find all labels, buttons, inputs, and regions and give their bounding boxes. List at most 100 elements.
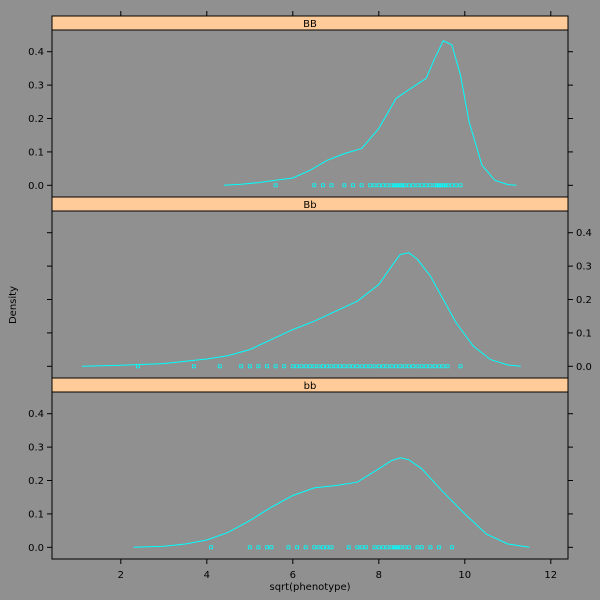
data-point: [437, 183, 441, 188]
data-point: [432, 364, 437, 369]
data-point: [351, 364, 355, 369]
data-point: [419, 364, 424, 369]
data-point: [351, 183, 355, 188]
data-point: [290, 364, 295, 369]
y-tick-label: 0.0: [576, 362, 592, 373]
data-point: [320, 183, 325, 188]
data-point: [402, 364, 407, 369]
data-point: [449, 545, 454, 550]
data-point: [372, 183, 377, 188]
data-point: [385, 545, 390, 550]
x-axis-title: sqrt(phenotype): [269, 582, 350, 593]
data-point: [394, 183, 398, 188]
data-point: [458, 364, 463, 369]
data-point: [239, 364, 244, 369]
data-point: [402, 545, 407, 550]
x-tick-label: 12: [544, 570, 557, 581]
data-point: [368, 183, 373, 188]
data-point: [368, 364, 373, 369]
density-line-bb: [133, 457, 530, 548]
y-tick-label: 0.2: [28, 476, 44, 487]
data-point: [303, 545, 308, 550]
y-tick-label: 0.4: [28, 409, 44, 420]
data-point: [247, 364, 252, 369]
data-point: [428, 545, 433, 550]
data-point: [437, 364, 441, 369]
data-point: [342, 364, 347, 369]
panels: BB 0.0 0.1 0.2 0.3 0.4 Bb 0.0 0.1 0.2 0.3 0.4 bb 0.0 0…: [28, 15, 592, 560]
data-point: [415, 183, 420, 188]
data-point: [282, 364, 287, 369]
y-tick-label: 0.4: [576, 228, 592, 239]
panel-bb: bb 0.0 0.1 0.2 0.3 0.4: [28, 377, 573, 560]
data-point: [428, 364, 433, 369]
data-point: [346, 545, 351, 550]
data-point: [411, 364, 416, 369]
data-point: [295, 545, 300, 550]
x-tick-label: 2: [118, 570, 124, 581]
data-point: [381, 364, 386, 369]
data-point: [389, 183, 394, 188]
data-point: [419, 545, 424, 550]
data-point: [256, 545, 261, 550]
data-point: [191, 364, 196, 369]
x-tick-label: 4: [204, 570, 210, 581]
data-point: [256, 364, 261, 369]
data-point: [415, 364, 420, 369]
data-point: [329, 364, 334, 369]
data-point: [432, 183, 437, 188]
y-tick-label: 0.2: [576, 295, 592, 306]
data-point: [439, 183, 444, 188]
data-point: [338, 364, 343, 369]
data-point: [458, 183, 463, 188]
data-point: [445, 183, 450, 188]
data-point: [376, 183, 381, 188]
y-tick-label: 0.1: [28, 147, 44, 158]
data-point: [342, 183, 347, 188]
data-point: [406, 364, 411, 369]
data-point: [136, 364, 140, 369]
data-point: [329, 545, 334, 550]
data-point: [437, 545, 441, 550]
data-point: [391, 183, 396, 188]
density-line-Bb: [82, 252, 521, 367]
data-point: [355, 545, 360, 550]
data-point: [396, 545, 401, 550]
data-point: [265, 364, 269, 369]
data-point: [329, 183, 334, 188]
data-point: [355, 364, 360, 369]
panel-frame: [51, 391, 569, 560]
data-point: [424, 183, 429, 188]
data-point: [394, 364, 398, 369]
y-tick-label: 0.0: [28, 181, 44, 192]
data-point: [376, 364, 381, 369]
data-point: [454, 183, 459, 188]
strip-label: bb: [304, 381, 317, 392]
density-line-BB: [223, 40, 517, 186]
data-point: [389, 545, 394, 550]
data-point: [316, 364, 321, 369]
data-point: [398, 545, 403, 550]
data-point: [411, 183, 416, 188]
data-point: [389, 364, 394, 369]
data-point: [400, 183, 405, 188]
y-axis-title: Density: [8, 286, 19, 324]
data-point: [247, 545, 252, 550]
data-point: [445, 364, 450, 369]
strip-label: BB: [303, 19, 317, 30]
data-point: [273, 364, 278, 369]
data-point: [286, 545, 291, 550]
data-point: [346, 364, 351, 369]
data-point: [385, 364, 390, 369]
data-point: [372, 364, 377, 369]
data-point: [325, 364, 330, 369]
y-tick-label: 0.3: [576, 262, 592, 273]
data-point: [394, 545, 398, 550]
panel-Bb: Bb 0.0 0.1 0.2 0.3 0.4: [47, 196, 592, 379]
data-point: [376, 545, 381, 550]
strip-label: Bb: [303, 200, 316, 211]
data-point: [273, 183, 278, 188]
data-point: [359, 364, 364, 369]
data-point: [406, 183, 411, 188]
data-point: [402, 183, 407, 188]
